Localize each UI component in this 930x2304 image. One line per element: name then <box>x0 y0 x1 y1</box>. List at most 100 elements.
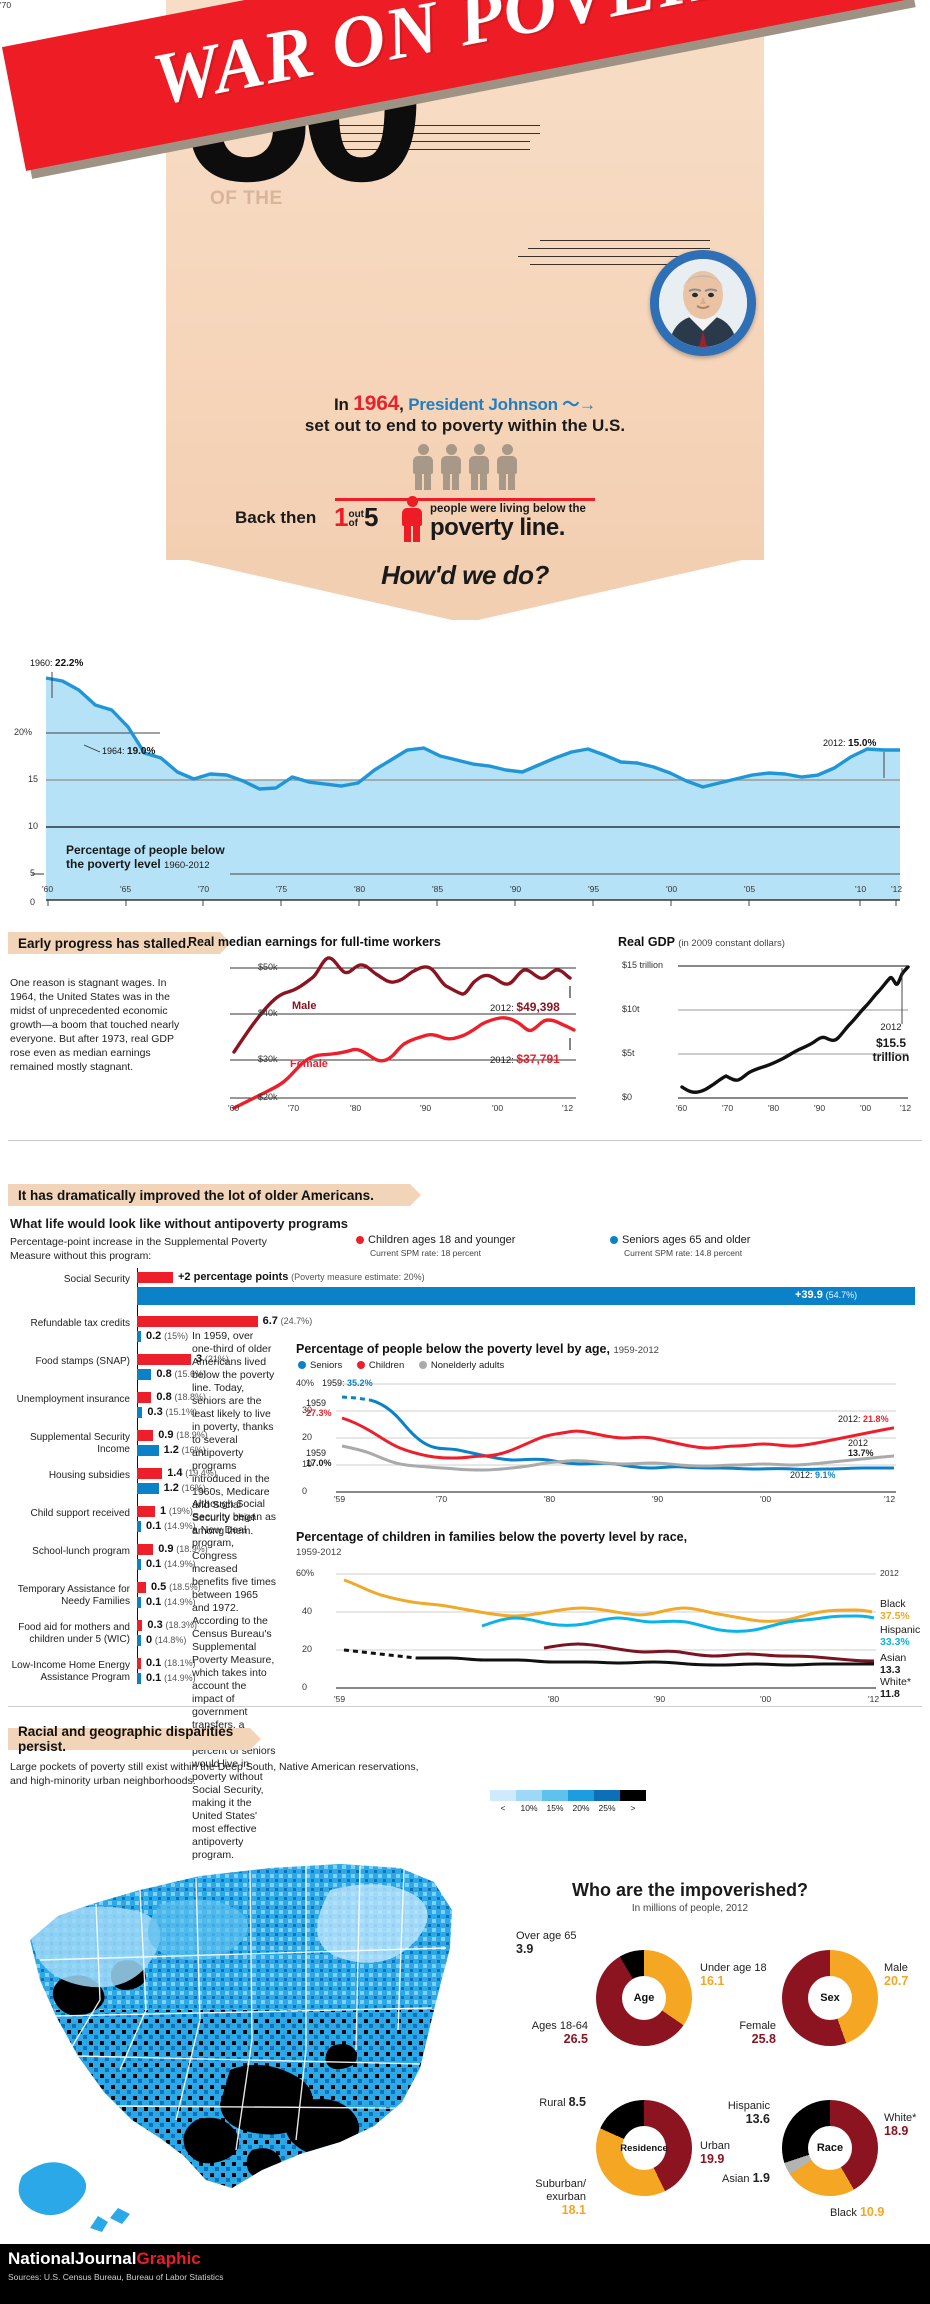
age-svg <box>336 1383 896 1493</box>
legend-dot-children-icon <box>356 1361 365 1370</box>
impoverished-title: Who are the impoverished? <box>571 1880 809 1900</box>
older-body-1: In 1959, over one-third of older America… <box>192 1330 275 1537</box>
age-ann-1959-seniors: 1959: 35.2% <box>322 1378 373 1388</box>
gdp-annotation-value: $15.5 trillion <box>862 1036 920 1064</box>
legend-seniors-sub: Current SPM rate: 14.8 percent <box>624 1248 743 1258</box>
donut-label-18-64: Ages 18-64 26.5 <box>524 2020 588 2047</box>
donut-label-over-65: Over age 65 3.9 <box>516 1930 586 1957</box>
donut-center-label: Sex <box>808 1976 852 2020</box>
donut-chart-sex: Sex <box>782 1950 878 2046</box>
deco-line <box>528 248 710 250</box>
xtick-12: '12 <box>891 884 903 894</box>
legend-swatch-25 <box>594 1790 620 1801</box>
gdp-title-sub: (in 2009 constant dollars) <box>678 938 785 949</box>
poverty-chart-title: Percentage of people below the poverty l… <box>66 843 266 873</box>
impoverished-subtitle: In millions of people, 2012 <box>631 1903 749 1914</box>
donut-center-label: Race <box>808 2126 852 2170</box>
bar-value-children: 1.4 (19.4%) <box>167 1467 217 1479</box>
race-xtick-12: '12 <box>868 1694 880 1704</box>
xtick-60: '60 <box>42 884 54 894</box>
ann-1960-value: 22.2% <box>55 658 84 669</box>
footer-bar <box>0 2244 930 2304</box>
ann-label: 1959: <box>322 1378 345 1388</box>
female-ann-value: $37,791 <box>516 1052 560 1066</box>
race-xtick-90: '90 <box>654 1694 666 1704</box>
stat-one: 1 <box>334 502 349 532</box>
us-map-svg <box>18 1864 452 2232</box>
race-series-black: Black 37.5% <box>880 1598 910 1622</box>
howd-we-do-label: How'd we do? <box>381 560 549 590</box>
bar-children <box>137 1506 155 1517</box>
donut-label-asian: Asian 1.9 <box>690 2172 770 2186</box>
annotation-2012: 2012: 15.0% <box>823 738 876 749</box>
xtick-85: '85 <box>432 884 444 894</box>
earnings-ytick-30k: $30k <box>258 1054 278 1064</box>
age-title-main: Percentage of people below the poverty l… <box>296 1342 614 1356</box>
race-ytick-0: 0 <box>302 1682 308 1692</box>
legend-children-sub: Current SPM rate: 18 percent <box>370 1248 482 1258</box>
slice-value: 8.5 <box>568 2095 586 2109</box>
intro-comma: , <box>399 395 409 414</box>
race-xtick-59: '59 <box>334 1694 346 1704</box>
ann-2012-label: 2012: <box>823 738 849 748</box>
ann-value: 35.2% <box>347 1378 373 1388</box>
section-header-older: It has dramatically improved the lot of … <box>8 1184 421 1206</box>
bar-value-seniors: 0.8 (15.6%) <box>156 1368 206 1380</box>
stalled-body: One reason is stagnant wages. In 1964, t… <box>10 977 180 1073</box>
ytick-5: 5 <box>30 868 36 878</box>
intro-year: 1964 <box>353 392 400 415</box>
slice-value: 1.9 <box>752 2171 770 2185</box>
slice-label: Rural <box>539 2097 566 2109</box>
program-label: Social Security <box>63 1274 130 1285</box>
series-value: 33.3% <box>880 1636 910 1648</box>
bar-seniors <box>137 1559 141 1570</box>
bar-value-children: 0.8 (18.8%) <box>156 1391 206 1403</box>
legend-label-15: 15% <box>546 1803 564 1813</box>
bar-value-children: 0.1 (18.1%) <box>146 1657 196 1669</box>
bar-value-seniors: 0 (14.8%) <box>146 1634 187 1646</box>
race-chart <box>296 1564 916 1709</box>
footer-logo-graphic: Graphic <box>136 2249 201 2268</box>
divider <box>8 1706 922 1707</box>
program-label: Supplemental Security Income <box>29 1432 130 1455</box>
section-header-racial: Racial and geographic disparities persis… <box>8 1724 261 1754</box>
xtick-65: '65 <box>120 884 132 894</box>
bar-children <box>137 1544 154 1555</box>
age-xtick-70: '70 <box>436 1494 448 1504</box>
back-then-label: Back then <box>235 508 317 527</box>
series-name: Hispanic <box>880 1624 921 1636</box>
footer-sources: Sources: U.S. Census Bureau, Bureau of L… <box>8 2272 224 2282</box>
ann-label: 2012: <box>790 1470 813 1480</box>
age-title-range: 1959-2012 <box>613 1345 659 1356</box>
gdp-xtick-80: '80 <box>768 1103 780 1113</box>
poverty-line-caption: people were living below the <box>430 503 586 515</box>
legend-label-25: 25% <box>598 1803 616 1813</box>
chart-title-line1: Percentage of people below <box>66 843 225 857</box>
donut-label-female: Female 25.8 <box>714 2020 776 2047</box>
bar-children <box>137 1620 143 1631</box>
age-xtick-59: '59 <box>334 1494 346 1504</box>
series-value: 37.5% <box>880 1610 910 1622</box>
slice-value: 18.1 <box>561 2203 586 2217</box>
slice-label: Female <box>739 2020 776 2032</box>
age-ytick-10: 10 <box>302 1459 313 1469</box>
program-label: Low-Income Home Energy Assistance Progra… <box>11 1660 130 1683</box>
bar-children <box>137 1430 154 1441</box>
bar-seniors <box>137 1331 141 1342</box>
bar-value-seniors: 0.1 (14.9%) <box>146 1596 196 1608</box>
age-ytick-30: 30 <box>302 1405 313 1415</box>
race-xtick-80: '80 <box>548 1694 560 1704</box>
slice-value: 26.5 <box>563 2032 588 2046</box>
earnings-xtick-12: '12 <box>562 1103 574 1113</box>
deco-line <box>530 264 710 266</box>
legend-swatch-lt10 <box>490 1790 516 1801</box>
gdp-svg <box>678 965 910 1099</box>
xtick-90: '90 <box>510 884 522 894</box>
map-legend: < 10% 15% 20% 25% > <box>490 1790 646 1813</box>
bar-value-seniors: 1.2 (16%) <box>163 1482 206 1494</box>
age-ann-2012-seniors: 2012: 9.1% <box>790 1470 836 1480</box>
slice-label: Male <box>884 1962 908 1974</box>
age-ytick-40: 40% <box>296 1378 315 1388</box>
bar-value-seniors: 0.3 (15.1%) <box>147 1406 197 1418</box>
program-label: School-lunch program <box>32 1546 130 1557</box>
